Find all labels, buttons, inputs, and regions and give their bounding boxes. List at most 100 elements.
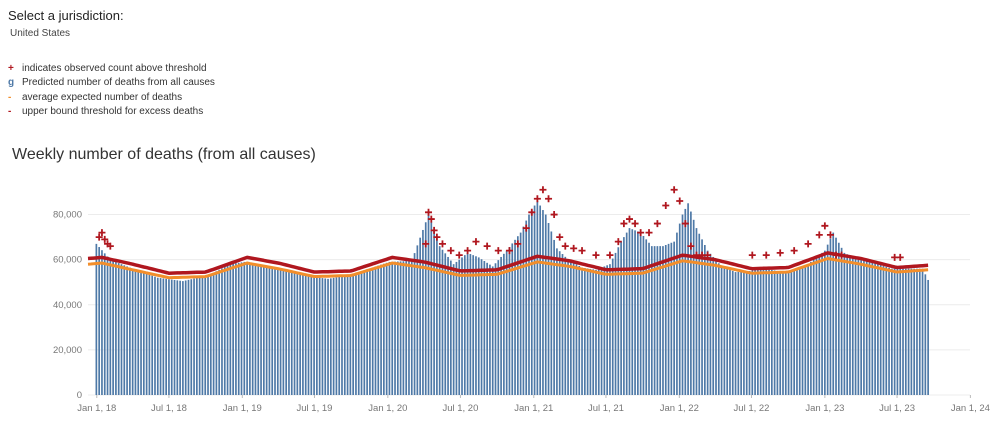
- bar: [899, 268, 902, 395]
- bar: [676, 232, 678, 395]
- above-threshold-marker: [522, 224, 530, 232]
- bar: [891, 268, 893, 395]
- bar: [374, 266, 377, 395]
- above-threshold-marker: [645, 229, 653, 237]
- bar: [787, 270, 790, 395]
- bar: [316, 277, 318, 395]
- bar: [444, 253, 447, 395]
- bar: [703, 245, 706, 395]
- above-threshold-marker: [790, 247, 798, 255]
- jurisdiction-selector[interactable]: Select a jurisdiction: United States: [8, 8, 124, 39]
- bar: [165, 278, 167, 395]
- bar: [642, 235, 645, 395]
- bar: [757, 269, 759, 395]
- bar: [821, 252, 823, 395]
- bar: [748, 270, 751, 395]
- bar: [190, 279, 193, 395]
- bar: [575, 264, 578, 395]
- above-threshold-marker: [592, 251, 600, 259]
- bar: [204, 276, 207, 395]
- bar: [95, 243, 98, 395]
- bar: [921, 268, 924, 395]
- bar: [276, 268, 279, 395]
- y-tick-label: 60,000: [53, 255, 82, 266]
- above-threshold-marker: [101, 235, 109, 243]
- above-threshold-marker: [653, 220, 661, 228]
- bar: [720, 266, 723, 395]
- bar: [759, 269, 762, 395]
- bar: [843, 252, 846, 395]
- bar: [302, 275, 304, 395]
- bar: [142, 272, 145, 395]
- bar: [840, 247, 843, 395]
- bar: [324, 278, 327, 395]
- bar: [257, 264, 260, 395]
- bar: [824, 250, 826, 395]
- above-threshold-marker: [556, 233, 564, 241]
- above-threshold-marker: [637, 229, 645, 237]
- bar: [561, 254, 564, 395]
- bar: [262, 265, 265, 395]
- x-tick-label: Jul 1, 18: [151, 403, 187, 414]
- bar: [349, 274, 352, 395]
- bar: [500, 256, 502, 395]
- bar: [106, 256, 109, 395]
- above-threshold-marker: [545, 195, 553, 203]
- bar: [461, 257, 463, 395]
- bar: [363, 270, 366, 395]
- bar: [547, 223, 550, 395]
- bar: [863, 260, 865, 395]
- above-threshold-marker: [438, 240, 446, 248]
- above-threshold-marker: [662, 202, 670, 210]
- bar: [357, 272, 360, 395]
- bar: [341, 276, 343, 395]
- bar: [536, 201, 539, 395]
- bar: [129, 267, 131, 395]
- bar: [235, 263, 237, 395]
- bar: [743, 271, 745, 395]
- bar: [131, 268, 134, 395]
- bar: [810, 261, 812, 395]
- bar: [572, 262, 575, 395]
- bar-swatch-icon: g: [8, 77, 15, 89]
- bar: [516, 236, 519, 395]
- bar: [731, 270, 734, 395]
- jurisdiction-value[interactable]: United States: [10, 28, 71, 39]
- bar: [313, 276, 315, 395]
- bar: [782, 270, 784, 395]
- bar: [804, 266, 807, 395]
- bar: [528, 214, 530, 395]
- above-threshold-marker: [704, 251, 712, 259]
- bar: [430, 222, 433, 395]
- above-threshold-marker: [455, 251, 463, 259]
- bar: [581, 267, 583, 395]
- bar: [650, 246, 653, 395]
- y-tick-label: 20,000: [53, 345, 82, 356]
- bar: [586, 268, 589, 395]
- bar: [924, 274, 927, 395]
- bar: [904, 268, 907, 395]
- bar: [455, 261, 458, 395]
- plus-icon: +: [8, 62, 14, 74]
- above-threshold-marker: [447, 247, 455, 255]
- bar: [648, 242, 650, 395]
- bar: [882, 265, 885, 395]
- x-tick-label: Jul 1, 22: [734, 403, 770, 414]
- bar: [770, 270, 773, 395]
- bar: [812, 259, 815, 395]
- bar: [424, 222, 427, 395]
- bar: [511, 243, 514, 395]
- bar: [550, 231, 553, 395]
- bar: [818, 255, 821, 395]
- x-tick-label: Jul 1, 21: [588, 403, 624, 414]
- above-threshold-marker: [762, 251, 770, 259]
- bar: [726, 268, 729, 395]
- bar: [918, 268, 921, 395]
- bar: [232, 263, 234, 395]
- bar: [299, 274, 301, 395]
- bar: [670, 242, 673, 395]
- above-threshold-marker: [776, 249, 784, 257]
- bar: [137, 270, 140, 395]
- bar: [837, 242, 840, 395]
- bar: [154, 276, 156, 395]
